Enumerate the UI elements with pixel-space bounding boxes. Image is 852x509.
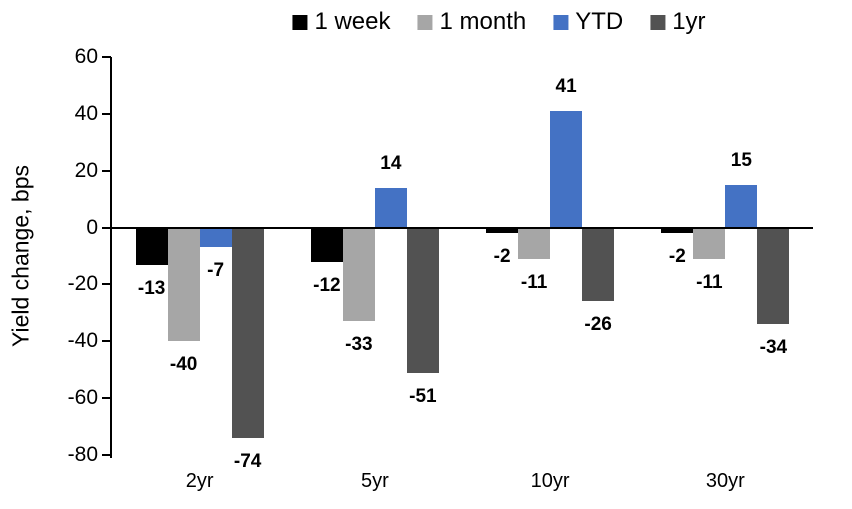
legend-item-1-month: 1 month bbox=[417, 8, 526, 36]
x-axis-baseline bbox=[110, 226, 813, 229]
data-label: -34 bbox=[759, 337, 788, 359]
bar-1-week-30yr bbox=[661, 227, 694, 234]
bar-1-week-2yr bbox=[135, 227, 168, 265]
legend-label: 1yr bbox=[672, 8, 706, 35]
data-label: -11 bbox=[696, 271, 723, 293]
y-axis-tick-label: 40 bbox=[74, 101, 98, 125]
x-axis-label-5yr: 5yr bbox=[360, 470, 389, 492]
y-axis-tick-label: -20 bbox=[67, 272, 98, 296]
x-axis-label-10yr: 10yr bbox=[530, 470, 570, 492]
legend: 1 week 1 month YTD 1yr bbox=[292, 8, 706, 36]
data-label: -26 bbox=[584, 314, 612, 336]
bar-1-month-30yr bbox=[693, 227, 726, 259]
bar-1yr-5yr bbox=[406, 227, 439, 373]
legend-item-YTD: YTD bbox=[553, 8, 623, 36]
legend-label: YTD bbox=[575, 8, 624, 35]
data-label: -33 bbox=[345, 334, 373, 356]
legend-label: 1 week bbox=[314, 8, 391, 35]
legend-swatch-icon bbox=[417, 14, 433, 30]
legend-item-1-week: 1 week bbox=[292, 8, 390, 36]
data-label: -2 bbox=[493, 246, 511, 268]
legend-swatch-icon bbox=[292, 14, 308, 30]
y-axis-tick bbox=[102, 283, 111, 286]
y-axis-tick bbox=[102, 397, 111, 400]
bar-1-month-5yr bbox=[342, 227, 375, 322]
bar-YTD-30yr bbox=[725, 184, 758, 228]
data-label: -40 bbox=[169, 354, 198, 376]
bar-YTD-10yr bbox=[550, 111, 583, 228]
y-axis-tick bbox=[102, 454, 111, 456]
y-axis-tick-label: -40 bbox=[67, 329, 98, 353]
x-axis-label-30yr: 30yr bbox=[705, 470, 745, 492]
bar-1-month-2yr bbox=[167, 227, 200, 342]
bar-1yr-2yr bbox=[231, 227, 264, 438]
bar-1-week-10yr bbox=[486, 227, 519, 234]
x-axis-label-2yr: 2yr bbox=[185, 470, 214, 492]
y-axis-tick bbox=[102, 226, 111, 229]
data-label: -13 bbox=[137, 277, 166, 299]
data-label: -12 bbox=[313, 274, 341, 296]
y-axis-tick-label: -80 bbox=[67, 443, 98, 466]
legend-swatch-icon bbox=[553, 14, 569, 30]
data-label: -11 bbox=[520, 271, 548, 293]
data-label: 41 bbox=[555, 76, 577, 97]
y-axis-tick-label: 0 bbox=[86, 215, 98, 239]
bar-YTD-5yr bbox=[374, 187, 407, 228]
y-axis-tick bbox=[102, 169, 111, 172]
legend-swatch-icon bbox=[650, 14, 666, 30]
y-axis-tick-label: 20 bbox=[74, 158, 98, 182]
bar-YTD-2yr bbox=[199, 227, 232, 248]
data-label: -51 bbox=[409, 385, 437, 407]
data-label: -7 bbox=[207, 260, 225, 282]
data-label: -74 bbox=[233, 450, 262, 472]
y-axis-tick-label: -60 bbox=[67, 386, 98, 410]
data-label: -2 bbox=[668, 246, 686, 268]
y-axis-tick-label: 60 bbox=[74, 45, 98, 68]
data-label: 14 bbox=[380, 152, 402, 174]
legend-item-1yr: 1yr bbox=[650, 8, 706, 36]
legend-label: 1 month bbox=[439, 8, 527, 35]
y-axis-line bbox=[110, 57, 112, 458]
data-label: 15 bbox=[730, 149, 752, 171]
bar-1yr-10yr bbox=[582, 227, 615, 302]
y-axis-tick bbox=[102, 112, 111, 115]
bar-1-month-10yr bbox=[518, 227, 551, 259]
bar-1yr-30yr bbox=[757, 227, 790, 325]
y-axis-tick bbox=[102, 340, 111, 343]
bar-1-week-5yr bbox=[310, 227, 343, 262]
y-axis-tick bbox=[102, 56, 111, 58]
